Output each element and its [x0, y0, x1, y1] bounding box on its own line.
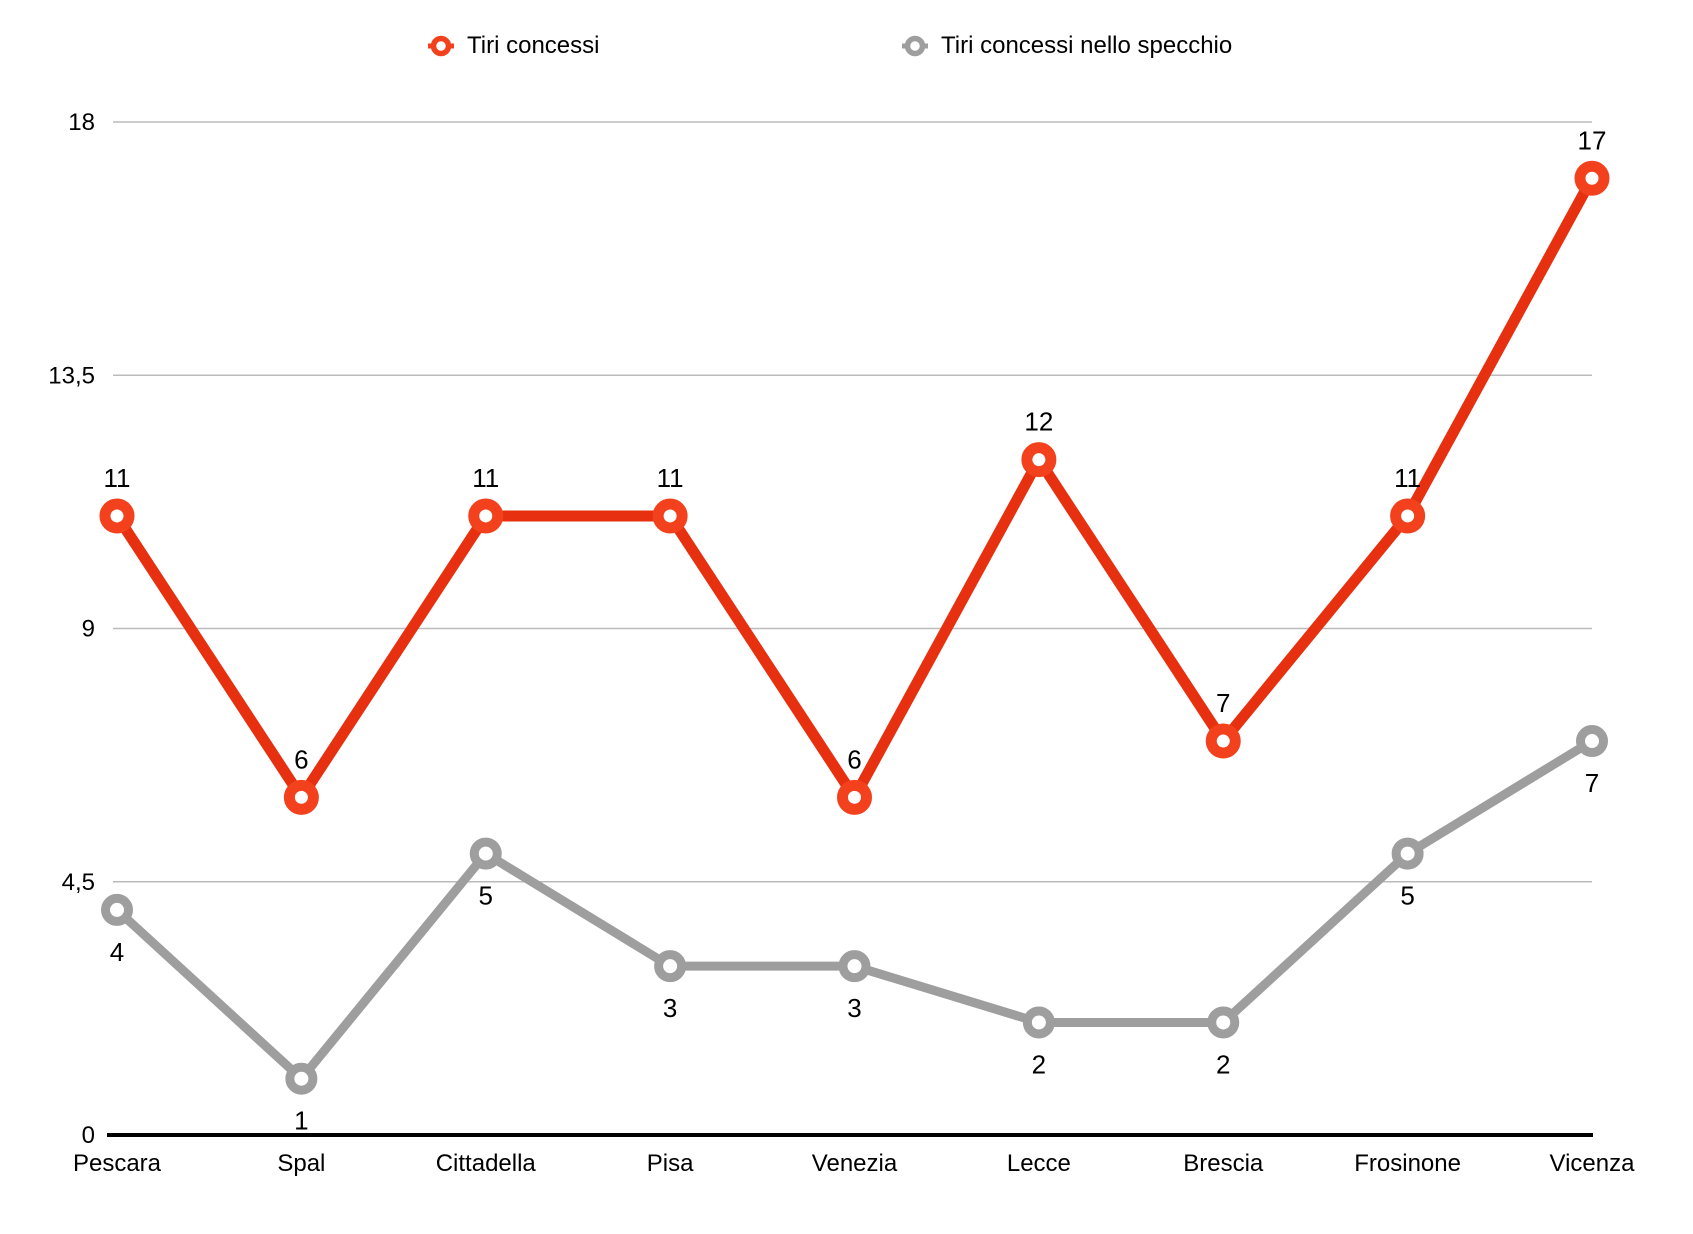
y-tick-label: 4,5	[62, 869, 95, 896]
series-line	[112, 175, 1597, 803]
data-point-marker	[652, 498, 688, 534]
data-point-label: 17	[1578, 125, 1607, 155]
data-point-marker	[1207, 1006, 1240, 1039]
x-category-label: Vicenza	[1550, 1150, 1636, 1177]
legend-item-tiri-concessi-nello-specchio: Tiri concessi nello specchio	[902, 33, 1232, 59]
x-category-label: Pescara	[73, 1150, 162, 1177]
y-tick-label: 9	[82, 616, 95, 643]
x-category-label: Venezia	[812, 1150, 898, 1177]
data-point-label: 7	[1216, 688, 1230, 718]
data-point-marker	[469, 837, 502, 870]
data-point-marker	[1022, 1006, 1055, 1039]
data-point-marker	[837, 779, 872, 815]
data-point-marker	[1391, 837, 1424, 870]
data-point-label: 11	[104, 463, 131, 493]
legend-label: Tiri concessi nello specchio	[941, 32, 1233, 59]
line-marker-icon	[428, 35, 454, 57]
data-point-label: 1	[294, 1106, 308, 1136]
data-point-label: 2	[1216, 1049, 1230, 1079]
legend-label: Tiri concessi	[467, 32, 600, 59]
data-point-label: 11	[472, 463, 499, 493]
data-point-label: 5	[479, 881, 493, 911]
data-point-label: 3	[663, 993, 677, 1023]
data-point-marker	[283, 779, 319, 815]
data-point-marker	[1390, 498, 1426, 534]
data-point-label: 7	[1585, 768, 1599, 798]
data-point-marker	[468, 498, 504, 534]
x-category-label: Brescia	[1183, 1150, 1264, 1177]
data-point-label: 11	[657, 463, 684, 493]
data-point-label: 2	[1032, 1049, 1046, 1079]
data-point-marker	[1021, 442, 1057, 478]
data-point-marker	[101, 893, 133, 926]
y-tick-label: 13,5	[48, 362, 95, 389]
y-tick-label: 0	[82, 1122, 95, 1149]
data-point-label: 6	[847, 744, 861, 774]
x-category-label: Frosinone	[1354, 1150, 1461, 1177]
x-category-label: Cittadella	[436, 1150, 537, 1177]
data-point-marker	[99, 498, 135, 534]
data-point-label: 12	[1024, 407, 1053, 437]
data-point-marker	[838, 950, 871, 983]
y-tick-label: 18	[68, 109, 95, 136]
data-point-marker	[285, 1062, 318, 1095]
data-point-label: 6	[294, 744, 308, 774]
data-point-label: 11	[1394, 463, 1421, 493]
line-marker-icon	[902, 35, 928, 57]
data-point-marker	[1205, 723, 1241, 759]
data-point-marker	[1574, 160, 1610, 196]
data-point-label: 5	[1400, 881, 1414, 911]
data-point-label: 3	[847, 993, 861, 1023]
legend-item-tiri-concessi: Tiri concessi	[428, 33, 599, 59]
x-category-label: Spal	[277, 1150, 325, 1177]
x-category-label: Pisa	[647, 1150, 694, 1177]
data-point-marker	[654, 950, 687, 983]
data-point-label: 4	[110, 937, 124, 967]
x-category-label: Lecce	[1007, 1150, 1071, 1177]
data-point-marker	[1576, 725, 1608, 758]
